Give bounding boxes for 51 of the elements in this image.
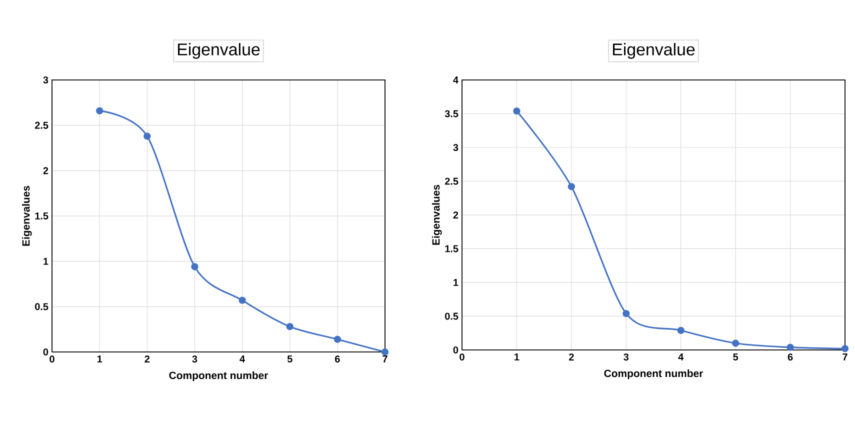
y-tick-label: 0.5 (445, 312, 458, 320)
y-tick-label: 1 (454, 279, 458, 286)
y-tick-label: 2.5 (444, 178, 458, 185)
y-tick-label: 0 (453, 346, 458, 354)
point (732, 340, 740, 347)
x-tick-label: 5 (287, 356, 292, 362)
y-tick-label: 2 (453, 212, 458, 218)
x-tick-label: 0 (460, 354, 464, 361)
y-axis-title: Eigenvalues (432, 184, 442, 245)
point (96, 107, 104, 114)
point (568, 183, 576, 190)
x-tick-label: 1 (514, 354, 520, 360)
y-tick-label: 4 (453, 76, 458, 84)
y-tick-label: 2.5 (34, 122, 48, 129)
chart-title: Eigenvalue (613, 43, 695, 59)
y-tick-label: 1.5 (35, 212, 48, 220)
point (381, 348, 389, 356)
x-tick-label: 3 (192, 356, 198, 363)
x-tick-label: 6 (788, 354, 793, 361)
x-axis-title: Component number (169, 371, 268, 382)
y-tick-label: 1.5 (445, 245, 458, 252)
point (513, 107, 520, 115)
chart-title: Eigenvalue (178, 43, 260, 59)
point (677, 326, 684, 334)
x-tick-label: 4 (678, 354, 684, 360)
point (334, 336, 342, 343)
point (286, 323, 294, 330)
x-tick-label: 2 (144, 356, 150, 362)
x-tick-label: 4 (240, 356, 246, 362)
point (841, 345, 849, 352)
x-tick-label: 0 (50, 356, 54, 363)
x-tick-label: 1 (97, 356, 102, 362)
point (622, 310, 630, 318)
point (191, 263, 198, 270)
point (238, 296, 246, 304)
point (144, 132, 151, 140)
x-tick-label: 6 (335, 356, 340, 363)
x-tick-label: 3 (624, 354, 629, 361)
y-tick-label: 2 (43, 167, 48, 174)
x-tick-label: 5 (733, 354, 738, 360)
y-axis-title: Eigenvalues (22, 186, 32, 246)
y-tick-label: 3 (43, 76, 48, 84)
x-tick-label: 2 (569, 354, 574, 360)
x-tick-label: 7 (382, 356, 388, 362)
y-tick-label: 0.5 (35, 303, 48, 310)
x-tick-label: 7 (842, 354, 848, 360)
y-tick-label: 3 (453, 144, 458, 152)
x-axis-title: Component number (604, 369, 704, 380)
y-tick-label: 3.5 (444, 110, 458, 118)
y-tick-label: 1 (44, 258, 48, 265)
point (786, 344, 794, 351)
